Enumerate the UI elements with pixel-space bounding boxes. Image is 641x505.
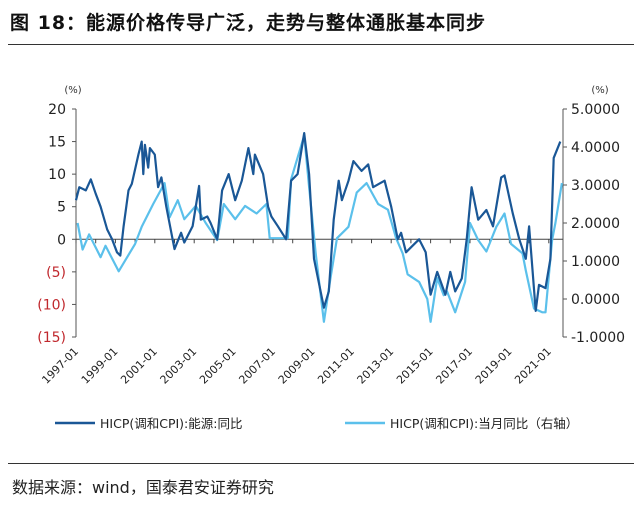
left-tick-label: 20 bbox=[48, 102, 66, 118]
x-tick-label: 2001-01 bbox=[118, 345, 160, 387]
right-tick-label: 0.0000 bbox=[571, 292, 620, 308]
x-tick-label: 2011-01 bbox=[315, 345, 357, 387]
left-tick-label: (10) bbox=[37, 297, 66, 313]
right-unit-label: (%) bbox=[591, 85, 608, 96]
source-divider bbox=[8, 463, 634, 464]
legend-label: HICP(调和CPI):当月同比（右轴） bbox=[390, 416, 578, 431]
series-hicp-line bbox=[76, 134, 563, 323]
left-tick-label: (5) bbox=[46, 265, 66, 281]
x-tick-label: 2005-01 bbox=[197, 345, 239, 387]
x-tick-label: 2015-01 bbox=[394, 345, 436, 387]
series-energy-line bbox=[74, 132, 562, 312]
left-tick-label: 10 bbox=[48, 167, 66, 183]
left-tick-label: 15 bbox=[48, 135, 66, 151]
x-tick-label: 2007-01 bbox=[236, 345, 278, 387]
legend-label: HICP(调和CPI):能源:同比 bbox=[100, 416, 242, 431]
line-chart: (%) (%) 20 15 10 5 0 (5) (10) (15) 5.0000 4.0000 3.0… bbox=[37, 85, 625, 431]
x-tick-label: 1997-01 bbox=[39, 345, 81, 387]
left-tick-label: 5 bbox=[57, 200, 66, 216]
left-tick-label: (15) bbox=[37, 330, 66, 346]
right-tick-label: 5.0000 bbox=[571, 102, 620, 118]
x-tick-label: 2021-01 bbox=[512, 345, 554, 387]
right-tick-label: 1.0000 bbox=[571, 254, 620, 270]
x-tick-label: 1999-01 bbox=[79, 345, 121, 387]
right-tick-label: -1.0000 bbox=[571, 330, 625, 346]
right-tick-label: 3.0000 bbox=[571, 178, 620, 194]
title-divider bbox=[8, 44, 634, 45]
x-tick-label: 2003-01 bbox=[158, 345, 200, 387]
right-tick-label: 4.0000 bbox=[571, 140, 620, 156]
x-tick-label: 2017-01 bbox=[433, 345, 475, 387]
left-tick-label: 0 bbox=[57, 232, 66, 248]
right-tick-label: 2.0000 bbox=[571, 216, 620, 232]
figure-title: 图 18：能源价格传导广泛，走势与整体通胀基本同步 bbox=[10, 12, 487, 34]
x-tick-label: 2009-01 bbox=[276, 345, 318, 387]
x-tick-label: 2019-01 bbox=[473, 345, 515, 387]
x-tick-label: 2013-01 bbox=[355, 345, 397, 387]
source-note: 数据来源：wind，国泰君安证券研究 bbox=[12, 478, 274, 497]
left-unit-label: (%) bbox=[64, 85, 81, 96]
